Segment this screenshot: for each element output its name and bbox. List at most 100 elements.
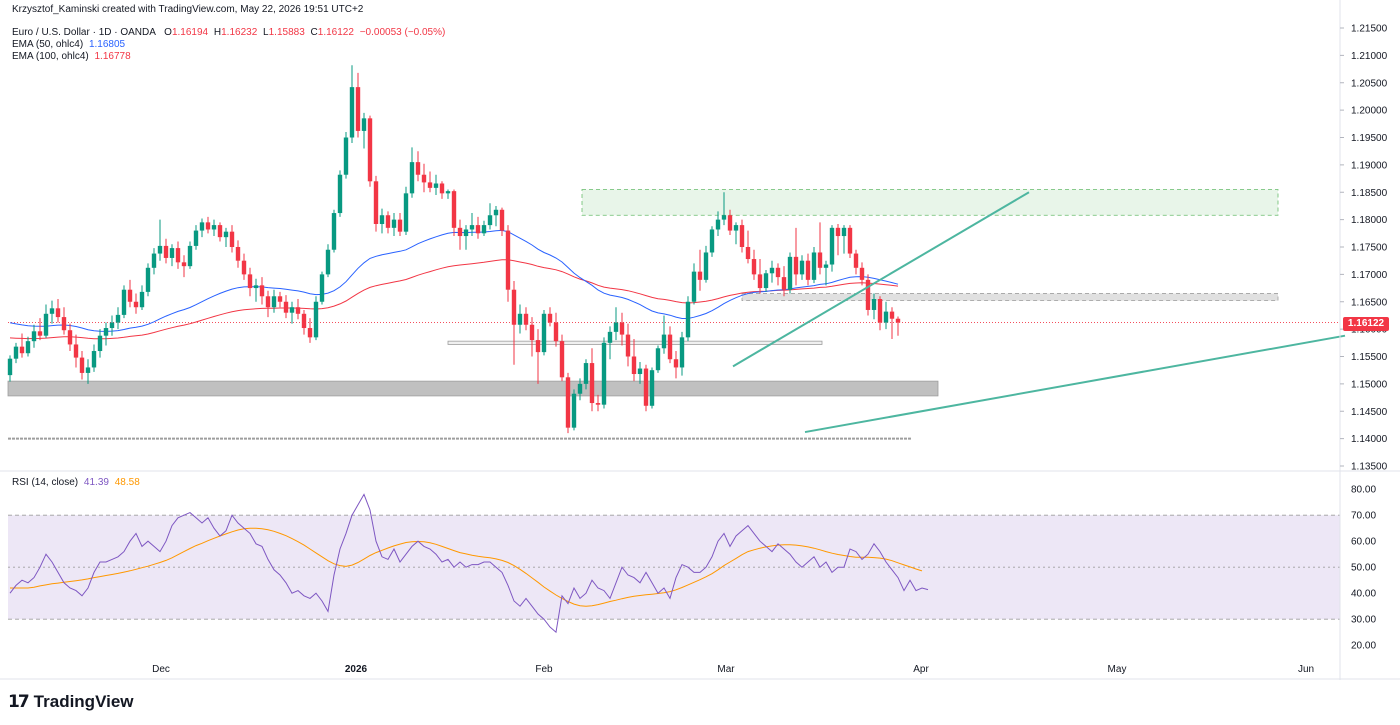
- candle-body: [799, 260, 805, 275]
- candlestick-series: [7, 65, 901, 434]
- candle-body: [181, 262, 187, 267]
- candle-body: [817, 252, 823, 268]
- candle-body: [451, 191, 457, 228]
- rsi-tick-label: 60.00: [1351, 537, 1376, 548]
- tradingview-logo-text: TradingView: [33, 692, 134, 711]
- candle-body: [541, 313, 547, 353]
- candle-body: [187, 245, 193, 267]
- ema100-value: 1.16778: [94, 51, 131, 62]
- candle-body: [175, 248, 181, 263]
- candle-body: [193, 230, 199, 246]
- price-tick-label: 1.20000: [1351, 106, 1388, 117]
- candle-body: [295, 307, 301, 314]
- price-tick-label: 1.18000: [1351, 215, 1388, 226]
- candle-body: [385, 215, 391, 228]
- trend-lines[interactable]: [732, 191, 1346, 434]
- candle-body: [637, 368, 643, 375]
- ema100-label: EMA (100, ohlc4): [12, 51, 89, 62]
- candle-body: [25, 341, 31, 354]
- candle-body: [505, 230, 511, 290]
- candle-body: [415, 162, 421, 175]
- candle-body: [427, 182, 433, 188]
- candle-body: [589, 363, 595, 404]
- candle-body: [265, 296, 271, 308]
- candle-body: [457, 227, 463, 237]
- candle-body: [529, 324, 535, 341]
- candle-body: [319, 274, 325, 302]
- candle-body: [889, 311, 895, 319]
- candle-body: [751, 259, 757, 275]
- candle-body: [229, 231, 235, 247]
- candle-body: [223, 231, 229, 238]
- time-axis-label: Jun: [1298, 664, 1314, 675]
- symbol-legend[interactable]: Euro / U.S. Dollar · 1D · OANDA O1.16194…: [12, 27, 445, 39]
- candle-body: [673, 359, 679, 368]
- price-tick-label: 1.19000: [1351, 160, 1388, 171]
- candle-body: [871, 299, 877, 310]
- candle-body: [787, 256, 793, 290]
- candle-body: [883, 311, 889, 323]
- candle-body: [79, 357, 85, 373]
- candle-body: [553, 322, 559, 342]
- candle-body: [241, 260, 247, 275]
- candle-body: [643, 368, 649, 406]
- rsi-tick-label: 70.00: [1351, 511, 1376, 522]
- candle-body: [547, 313, 553, 323]
- drawing-zones[interactable]: [7, 189, 1340, 440]
- candle-body: [859, 267, 865, 280]
- candle-body: [355, 87, 361, 131]
- candle-body: [535, 340, 541, 353]
- candle-body: [481, 225, 487, 234]
- candle-body: [307, 328, 313, 338]
- close-value: 1.16122: [317, 27, 354, 38]
- credit-line: Krzysztof_Kaminski created with TradingV…: [12, 4, 363, 16]
- rsi-tick-label: 40.00: [1351, 589, 1376, 600]
- support-zone: [7, 380, 939, 397]
- candle-body: [313, 301, 319, 338]
- candle-body: [325, 249, 331, 275]
- ema100-line: [9, 259, 899, 340]
- candle-body: [595, 403, 601, 405]
- price-tick-label: 1.21000: [1351, 51, 1388, 62]
- tradingview-logo[interactable]: 17 TradingView: [8, 692, 134, 712]
- candle-body: [103, 328, 109, 336]
- candle-body: [853, 253, 859, 268]
- price-tick-label: 1.21500: [1351, 24, 1388, 35]
- candle-body: [373, 181, 379, 225]
- candle-body: [661, 334, 667, 349]
- candle-body: [169, 248, 175, 258]
- candle-body: [895, 318, 901, 323]
- candle-body: [331, 213, 337, 250]
- candle-body: [91, 351, 97, 368]
- last-price-tag: 1.16122: [1343, 317, 1389, 331]
- candle-body: [847, 227, 853, 254]
- price-tick-label: 1.20500: [1351, 78, 1388, 89]
- candle-body: [7, 358, 13, 376]
- candle-body: [247, 274, 253, 289]
- candle-body: [511, 289, 517, 325]
- candle-body: [745, 247, 751, 260]
- candle-body: [397, 219, 403, 232]
- credit-text: Krzysztof_Kaminski created with TradingV…: [12, 4, 364, 15]
- ema50-legend[interactable]: EMA (50, ohlc4) 1.16805: [12, 39, 125, 51]
- symbol-title: Euro / U.S. Dollar · 1D · OANDA: [12, 27, 156, 38]
- candle-body: [523, 313, 529, 325]
- candle-body: [475, 225, 481, 234]
- rsi-pane[interactable]: [8, 493, 1340, 634]
- candle-body: [835, 227, 841, 237]
- candle-body: [493, 209, 499, 216]
- candle-body: [625, 334, 631, 357]
- candle-body: [43, 313, 49, 336]
- candle-body: [67, 330, 73, 345]
- candle-body: [769, 267, 775, 274]
- rsi-legend[interactable]: RSI (14, close) 41.39 48.58: [12, 477, 140, 489]
- candle-body: [73, 344, 79, 358]
- open-label: O: [164, 27, 172, 38]
- ema100-legend[interactable]: EMA (100, ohlc4) 1.16778: [12, 51, 131, 63]
- candle-body: [781, 277, 787, 290]
- candle-body: [211, 225, 217, 230]
- candle-body: [631, 356, 637, 375]
- high-label: H: [213, 27, 222, 38]
- price-tick-label: 1.19500: [1351, 133, 1388, 144]
